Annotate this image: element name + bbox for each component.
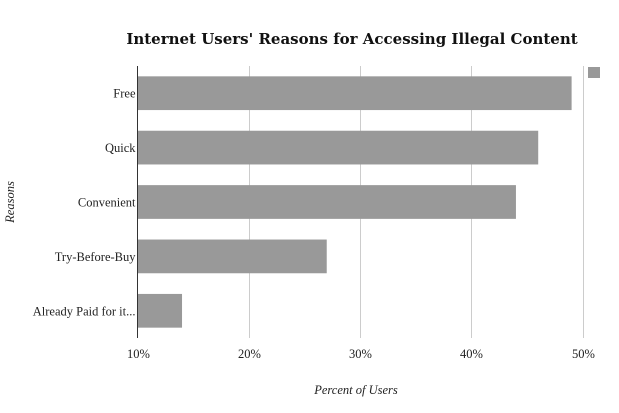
bar (137, 130, 539, 165)
bars (137, 76, 572, 328)
category-label: Try-Before-Buy (55, 250, 137, 264)
legend-swatch (588, 67, 600, 78)
category-label: Free (113, 87, 136, 101)
x-tick-label: 20% (238, 347, 261, 361)
category-label: Convenient (78, 196, 136, 210)
x-tick-label: 50% (572, 347, 595, 361)
x-axis-label: Percent of Users (313, 383, 398, 397)
bar (137, 293, 183, 328)
bar (137, 76, 572, 111)
category-label: Quick (105, 141, 136, 155)
y-axis-label: Reasons (3, 181, 17, 224)
bar (137, 239, 327, 274)
bar (137, 185, 516, 219)
category-label: Already Paid for it... (33, 304, 136, 318)
x-tick-labels: 10% 20% 30% 40% 50% (127, 347, 595, 361)
x-tick-label: 30% (349, 347, 372, 361)
chart-title: Internet Users' Reasons for Accessing Il… (126, 30, 577, 48)
category-labels: Free Quick Convenient Try-Before-Buy Already… (33, 87, 137, 319)
x-tick-label: 40% (460, 347, 483, 361)
x-tick-label: 10% (127, 347, 150, 361)
